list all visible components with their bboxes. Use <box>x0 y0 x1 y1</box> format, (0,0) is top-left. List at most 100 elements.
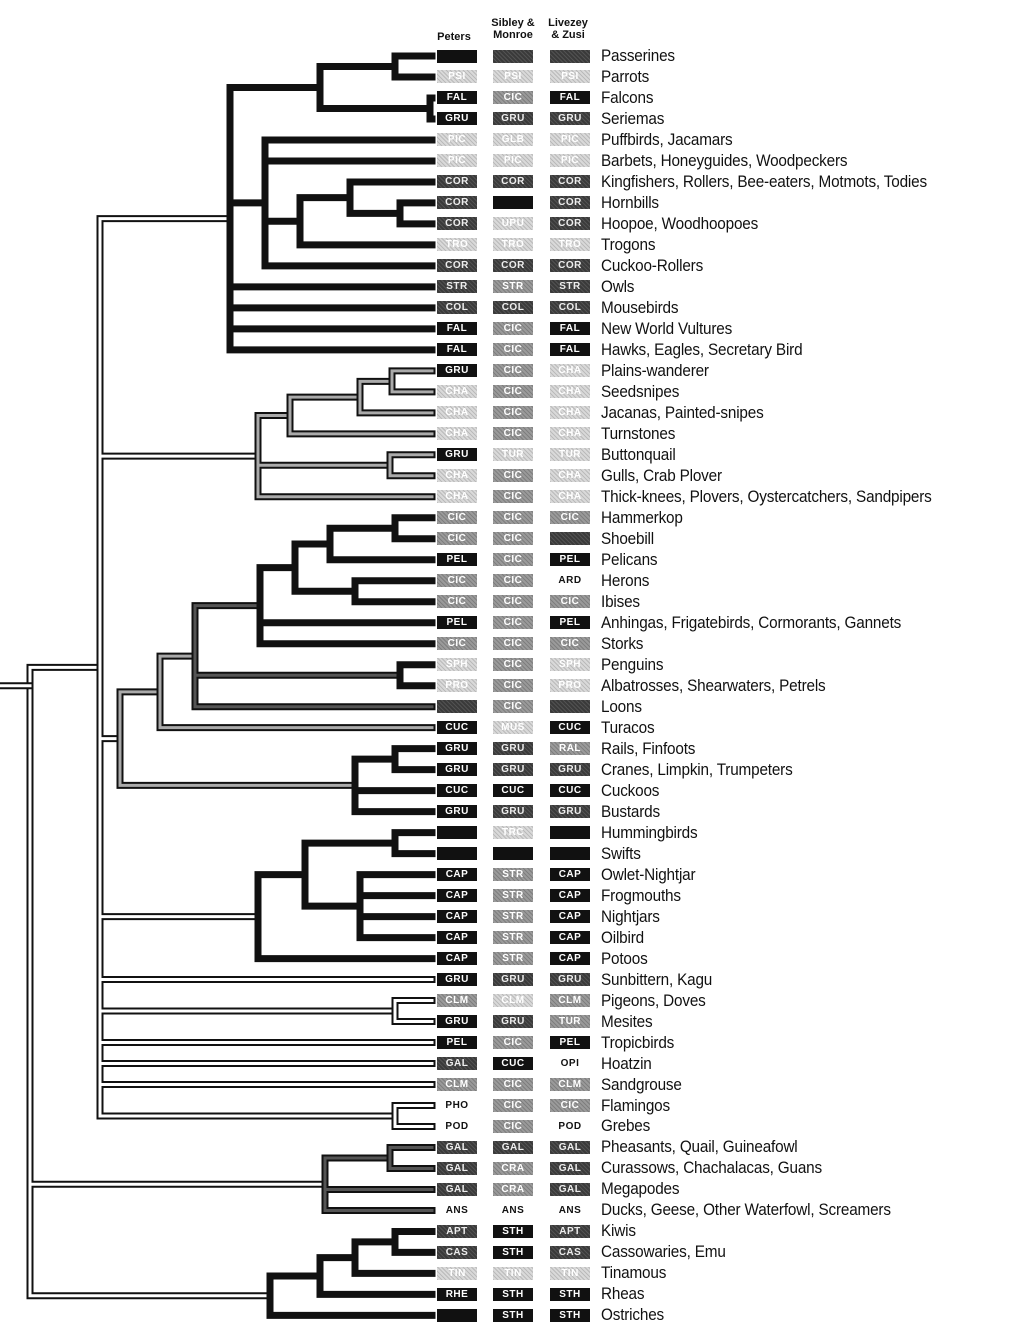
peters-order-badge: TIN <box>437 1266 477 1280</box>
peters-order-badge <box>437 1308 477 1322</box>
tree-branch <box>288 395 434 436</box>
taxon-label: Cranes, Limpkin, Trumpeters <box>601 759 793 779</box>
taxon-label: Ostriches <box>601 1305 664 1325</box>
sibley-order-badge: PIC <box>493 154 533 168</box>
taxon-label: Sandgrouse <box>601 1074 682 1094</box>
sibley-order-badge: CIC <box>493 1078 533 1091</box>
sibley-order-badge: STR <box>493 868 533 882</box>
sibley-order-badge: CIC <box>493 553 533 567</box>
livezey-order-badge: CAP <box>550 868 590 882</box>
tree-branch <box>386 451 436 480</box>
peters-label: Peters <box>437 31 471 43</box>
livezey-order-badge: COR <box>550 259 590 273</box>
peters-order-badge: COL <box>437 301 477 315</box>
livezey-order-badge <box>550 532 590 546</box>
livezey-order-badge: CAP <box>550 910 590 924</box>
sibley-order-badge: GRU <box>493 112 533 126</box>
peters-order-badge: TRO <box>437 238 477 252</box>
sibley-order-badge: GLB <box>493 133 533 147</box>
taxon-label: Tropicbirds <box>601 1032 675 1052</box>
sibley-order-badge: CIC <box>493 343 533 357</box>
sibley-order-badge: STR <box>493 280 533 294</box>
tree-branch <box>266 1272 436 1319</box>
livezey-order-badge: CUC <box>550 784 590 798</box>
taxon-label: Ibises <box>601 591 640 611</box>
livezey-order-badge: COL <box>550 301 590 315</box>
tree-branch <box>391 52 436 81</box>
peters-order-badge <box>437 49 477 63</box>
sibley-order-badge: CIC <box>493 700 533 714</box>
peters-order-badge: GRU <box>437 763 477 777</box>
livezey-order-badge: APT <box>550 1224 590 1238</box>
peters-order-badge <box>437 847 477 861</box>
sibley-order-badge: STH <box>493 1287 533 1301</box>
taxon-label: Megapodes <box>601 1179 680 1199</box>
taxon-label: Parrots <box>601 66 650 86</box>
sibley-order-badge: CIC <box>493 574 533 588</box>
taxon-label: Owls <box>601 276 635 296</box>
livezey-order-badge <box>550 847 590 861</box>
tree-branch <box>391 745 436 774</box>
taxon-label: Hawks, Eagles, Secretary Bird <box>601 339 803 359</box>
peters-order-badge: PEL <box>437 1036 477 1050</box>
sibley-order-badge: CIC <box>493 532 533 546</box>
livezey-order-badge: CHA <box>550 364 590 378</box>
sibley-order-badge: CIC <box>493 658 533 672</box>
livezey-order-badge: CAP <box>550 952 590 966</box>
peters-order-badge: PRO <box>437 679 477 693</box>
sibley-order-badge: CIC <box>493 1036 533 1050</box>
taxon-label: Curassows, Chachalacas, Guans <box>601 1158 822 1178</box>
livezey-order-badge: PEL <box>550 616 590 630</box>
sibley-order-badge: TUR <box>493 448 533 462</box>
sibley-order-badge: TIN <box>493 1266 533 1280</box>
tree-branch <box>118 690 357 787</box>
peters-order-badge: CIC <box>437 574 477 588</box>
taxon-label: Plains-wanderer <box>601 360 709 380</box>
peters-order-badge: GRU <box>437 1015 477 1029</box>
peters-order-badge: CLM <box>437 1078 477 1091</box>
tree-branch <box>356 871 436 942</box>
sibley-order-badge: GRU <box>493 742 533 756</box>
livezey-order-badge: GAL <box>550 1140 590 1154</box>
livezey-order-badge: CHA <box>550 406 590 420</box>
taxon-label: Albatrosses, Shearwaters, Petrels <box>601 675 826 695</box>
peters-order-badge: COR <box>437 259 477 273</box>
taxon-label: Pelicans <box>601 549 658 569</box>
peters-order-badge: CAP <box>437 952 477 966</box>
peters-order-badge: CUC <box>437 721 477 735</box>
livezey-order-badge: CHA <box>550 427 590 441</box>
sibley-order-badge: CIC <box>493 406 533 420</box>
peters-order-badge: PEL <box>437 553 477 567</box>
sibley-order-badge: STR <box>493 889 533 903</box>
sibley-order-badge: STH <box>493 1224 533 1238</box>
taxon-label: Barbets, Honeyguides, Woodpeckers <box>601 150 848 170</box>
taxon-label: Storks <box>601 633 644 653</box>
peters-order-badge: PSI <box>437 70 477 84</box>
peters-order-badge: CHA <box>437 427 477 441</box>
sibley-order-badge: CIC <box>493 322 533 336</box>
peters-order-badge: CIC <box>437 595 477 609</box>
sibley-order-badge: STH <box>493 1308 533 1322</box>
sibley-order-badge: CLM <box>493 994 533 1008</box>
livezey-order-badge: PRO <box>550 679 590 693</box>
sibley-order-badge: CIC <box>493 427 533 441</box>
taxon-label: Rails, Finfoots <box>601 738 696 758</box>
tree-branch <box>291 540 359 595</box>
livezey-order-badge: CIC <box>550 511 590 525</box>
sibley-order-badge: CIC <box>493 511 533 525</box>
livezey-order-badge: CIC <box>550 595 590 609</box>
sibley-order-badge: COR <box>493 259 533 273</box>
taxon-label: Turacos <box>601 717 655 737</box>
peters-order-badge: PHO <box>437 1099 477 1112</box>
peters-order-badge: GRU <box>437 364 477 378</box>
taxon-label: Passerines <box>601 46 675 65</box>
livezey-order-badge: CIC <box>550 1099 590 1112</box>
peters-order-badge: GRU <box>437 742 477 756</box>
tree-branch <box>391 997 436 1026</box>
sibley-order-badge: COL <box>493 301 533 315</box>
tree-branch <box>391 1227 436 1256</box>
livezey-order-badge: CUC <box>550 721 590 735</box>
sibley-order-badge: STR <box>493 910 533 924</box>
peters-order-badge: CAP <box>437 931 477 945</box>
